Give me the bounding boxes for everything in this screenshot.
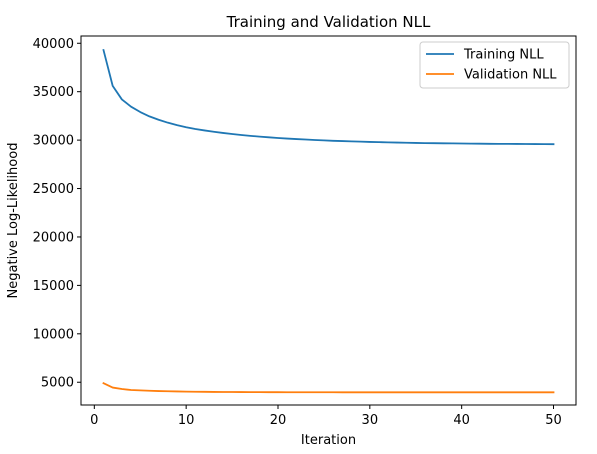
legend-label: Validation NLL bbox=[464, 68, 557, 83]
y-tick-label: 40000 bbox=[33, 37, 74, 52]
chart-title: Training and Validation NLL bbox=[226, 13, 431, 31]
legend-box bbox=[419, 41, 570, 89]
legend: Training NLL Validation NLL bbox=[419, 41, 570, 89]
x-tick-label: 20 bbox=[270, 413, 287, 428]
x-tick-label: 10 bbox=[178, 413, 195, 428]
y-tick-label: 35000 bbox=[33, 85, 74, 100]
legend-label: Training NLL bbox=[463, 48, 544, 63]
series-line-0 bbox=[102, 48, 555, 146]
y-tick-label: 20000 bbox=[33, 230, 74, 245]
y-tick-label: 15000 bbox=[33, 279, 74, 294]
x-tick-label: 40 bbox=[453, 413, 470, 428]
y-tick-label: 30000 bbox=[33, 134, 74, 149]
plot-frame bbox=[80, 35, 577, 406]
y-tick-label: 5000 bbox=[41, 376, 74, 391]
axis-ticks: 0 10 20 30 40 50 5000 10000 15000 20000 25000 30000… bbox=[33, 37, 562, 428]
x-tick-label: 0 bbox=[90, 413, 98, 428]
series-layer bbox=[102, 48, 555, 394]
y-tick-label: 25000 bbox=[33, 182, 74, 197]
y-axis-label: Negative Log-Likelihood bbox=[6, 143, 21, 299]
x-tick-label: 50 bbox=[545, 413, 562, 428]
x-axis-label: Iteration bbox=[301, 433, 356, 448]
x-tick-label: 30 bbox=[362, 413, 379, 428]
series-line-1 bbox=[102, 382, 555, 394]
y-tick-label: 10000 bbox=[33, 327, 74, 342]
